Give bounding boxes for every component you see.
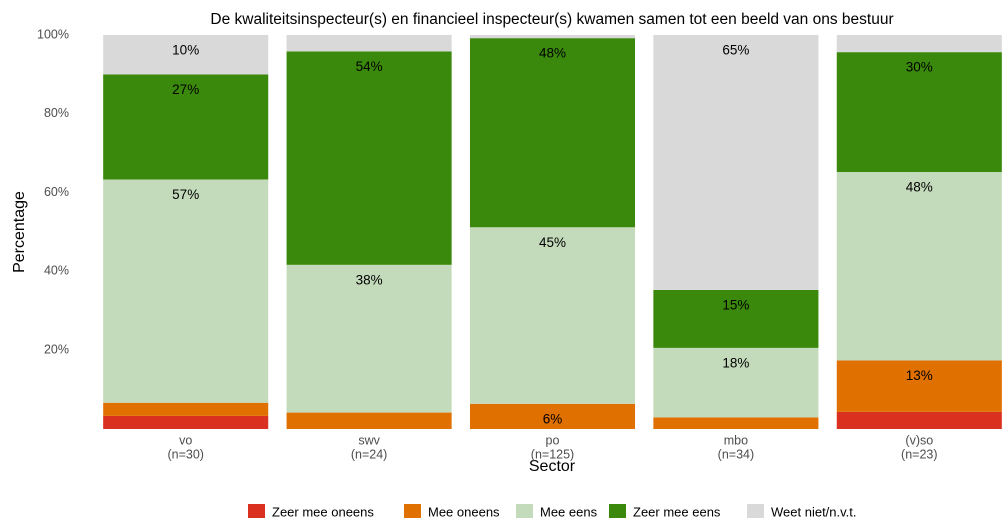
x-tick-sublabel: (n=24) [351,447,387,461]
value-label: 30% [906,60,933,75]
bar-segment [653,34,819,290]
x-axis-title: Sector [529,458,576,475]
value-label: 48% [539,46,566,61]
chart-title: De kwaliteitsinspecteur(s) en financieel… [210,11,893,28]
bar-segment [653,417,819,429]
value-label: 10% [172,43,199,58]
y-tick-label: 20% [44,342,69,356]
value-label: 54% [356,59,383,74]
legend-swatch [747,504,764,518]
legend-swatch [516,504,533,518]
x-tick-sublabel: (n=23) [901,447,937,461]
bar-segment [653,347,819,418]
value-label: 13% [906,368,933,383]
bar-segment [286,264,452,413]
bar-segment [103,179,269,403]
value-label: 45% [539,235,566,250]
value-label: 18% [722,355,749,370]
value-label: 27% [172,82,199,97]
bar-segment [469,403,636,429]
y-tick-label: 60% [44,185,69,199]
value-label: 57% [172,187,199,202]
legend-label: Zeer mee eens [633,504,721,518]
y-tick-label: 100% [37,27,69,41]
bar-segment [286,412,452,429]
bar-segment [836,360,1002,412]
bar-segment [836,35,1002,53]
x-tick-sublabel: (n=34) [718,447,754,461]
value-label: 15% [722,297,749,312]
legend-swatch [404,504,421,518]
bar-segment [103,402,269,416]
legend-swatch [609,504,626,518]
legend-label: Zeer mee oneens [272,504,374,518]
value-label: 65% [722,43,749,58]
x-tick-label: po [546,433,560,447]
y-tick-label: 80% [44,106,69,120]
legend-label: Weet niet/n.v.t. [771,504,857,518]
x-tick-label: mbo [724,433,748,447]
bar-segment [653,289,819,348]
x-tick-label: (v)so [905,433,933,447]
bar-segment [836,411,1002,429]
bar-segment [103,415,269,429]
bar-segment [103,74,269,180]
bar-segment [103,35,269,75]
bar-segment [836,172,1002,361]
x-tick-label: swv [358,433,380,447]
legend-label: Mee eens [540,504,598,518]
value-label: 48% [906,180,933,195]
x-tick-label: vo [179,433,192,447]
y-axis-title: Percentage [11,191,28,273]
bar-segment [469,227,636,404]
value-label: 6% [543,411,563,426]
legend-swatch [248,504,265,518]
legend-label: Mee oneens [428,504,500,518]
bar-segment [469,38,636,228]
bar-segment [286,51,452,265]
bar-segment [836,52,1002,173]
x-tick-sublabel: (n=125) [531,447,574,461]
y-tick-label: 40% [44,264,69,278]
bar-segment [286,34,452,52]
bar-segment [469,35,636,39]
value-label: 38% [356,272,383,287]
x-tick-sublabel: (n=30) [167,447,203,461]
